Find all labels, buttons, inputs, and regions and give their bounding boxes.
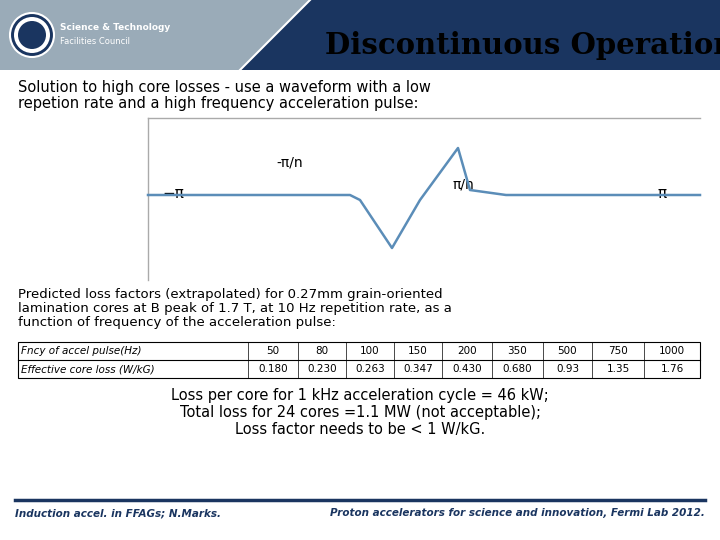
Text: 0.93: 0.93 — [556, 364, 579, 374]
Text: 80: 80 — [315, 346, 328, 356]
Text: Science & Technology: Science & Technology — [60, 24, 170, 32]
Text: π/n: π/n — [452, 178, 474, 192]
Text: 0.263: 0.263 — [355, 364, 385, 374]
Text: 0.180: 0.180 — [258, 364, 288, 374]
Circle shape — [14, 17, 50, 53]
Text: 50: 50 — [266, 346, 279, 356]
Text: 0.347: 0.347 — [403, 364, 433, 374]
Text: Facilities Council: Facilities Council — [60, 37, 130, 46]
Text: 0.680: 0.680 — [503, 364, 532, 374]
Text: 0.430: 0.430 — [452, 364, 482, 374]
Text: Loss factor needs to be < 1 W/kG.: Loss factor needs to be < 1 W/kG. — [235, 422, 485, 437]
Text: −π: −π — [162, 186, 184, 200]
Text: Proton accelerators for science and innovation, Fermi Lab 2012.: Proton accelerators for science and inno… — [330, 508, 705, 518]
Text: Loss per core for 1 kHz acceleration cycle = 46 kW;: Loss per core for 1 kHz acceleration cyc… — [171, 388, 549, 403]
Text: 0.230: 0.230 — [307, 364, 337, 374]
Text: 150: 150 — [408, 346, 428, 356]
Text: 1000: 1000 — [659, 346, 685, 356]
Text: 1.76: 1.76 — [660, 364, 683, 374]
Text: Total loss for 24 cores =1.1 MW (not acceptable);: Total loss for 24 cores =1.1 MW (not acc… — [179, 405, 541, 420]
Circle shape — [10, 13, 54, 57]
Text: Induction accel. in FFAGs; N.Marks.: Induction accel. in FFAGs; N.Marks. — [15, 508, 221, 518]
Text: -π/n: -π/n — [276, 156, 303, 170]
Text: repetion rate and a high frequency acceleration pulse:: repetion rate and a high frequency accel… — [18, 96, 418, 111]
Text: π: π — [657, 186, 667, 200]
Polygon shape — [0, 0, 310, 70]
Text: 500: 500 — [558, 346, 577, 356]
Text: function of frequency of the acceleration pulse:: function of frequency of the acceleratio… — [18, 316, 336, 329]
Text: lamination cores at B peak of 1.7 T, at 10 Hz repetition rate, as a: lamination cores at B peak of 1.7 T, at … — [18, 302, 452, 315]
Text: Predicted loss factors (extrapolated) for 0.27mm grain-oriented: Predicted loss factors (extrapolated) fo… — [18, 288, 443, 301]
Text: Solution to high core losses - use a waveform with a low: Solution to high core losses - use a wav… — [18, 80, 431, 95]
Text: 750: 750 — [608, 346, 628, 356]
Bar — [18, 342, 700, 378]
Text: 100: 100 — [360, 346, 380, 356]
Circle shape — [18, 21, 46, 49]
Text: 200: 200 — [457, 346, 477, 356]
Bar — [0, 0, 720, 70]
Text: 1.35: 1.35 — [606, 364, 629, 374]
Text: Fncy of accel pulse(Hz): Fncy of accel pulse(Hz) — [21, 346, 142, 356]
Text: Discontinuous Operation: Discontinuous Operation — [325, 30, 720, 59]
Text: 350: 350 — [508, 346, 527, 356]
Text: Effective core loss (W/kG): Effective core loss (W/kG) — [21, 364, 155, 374]
